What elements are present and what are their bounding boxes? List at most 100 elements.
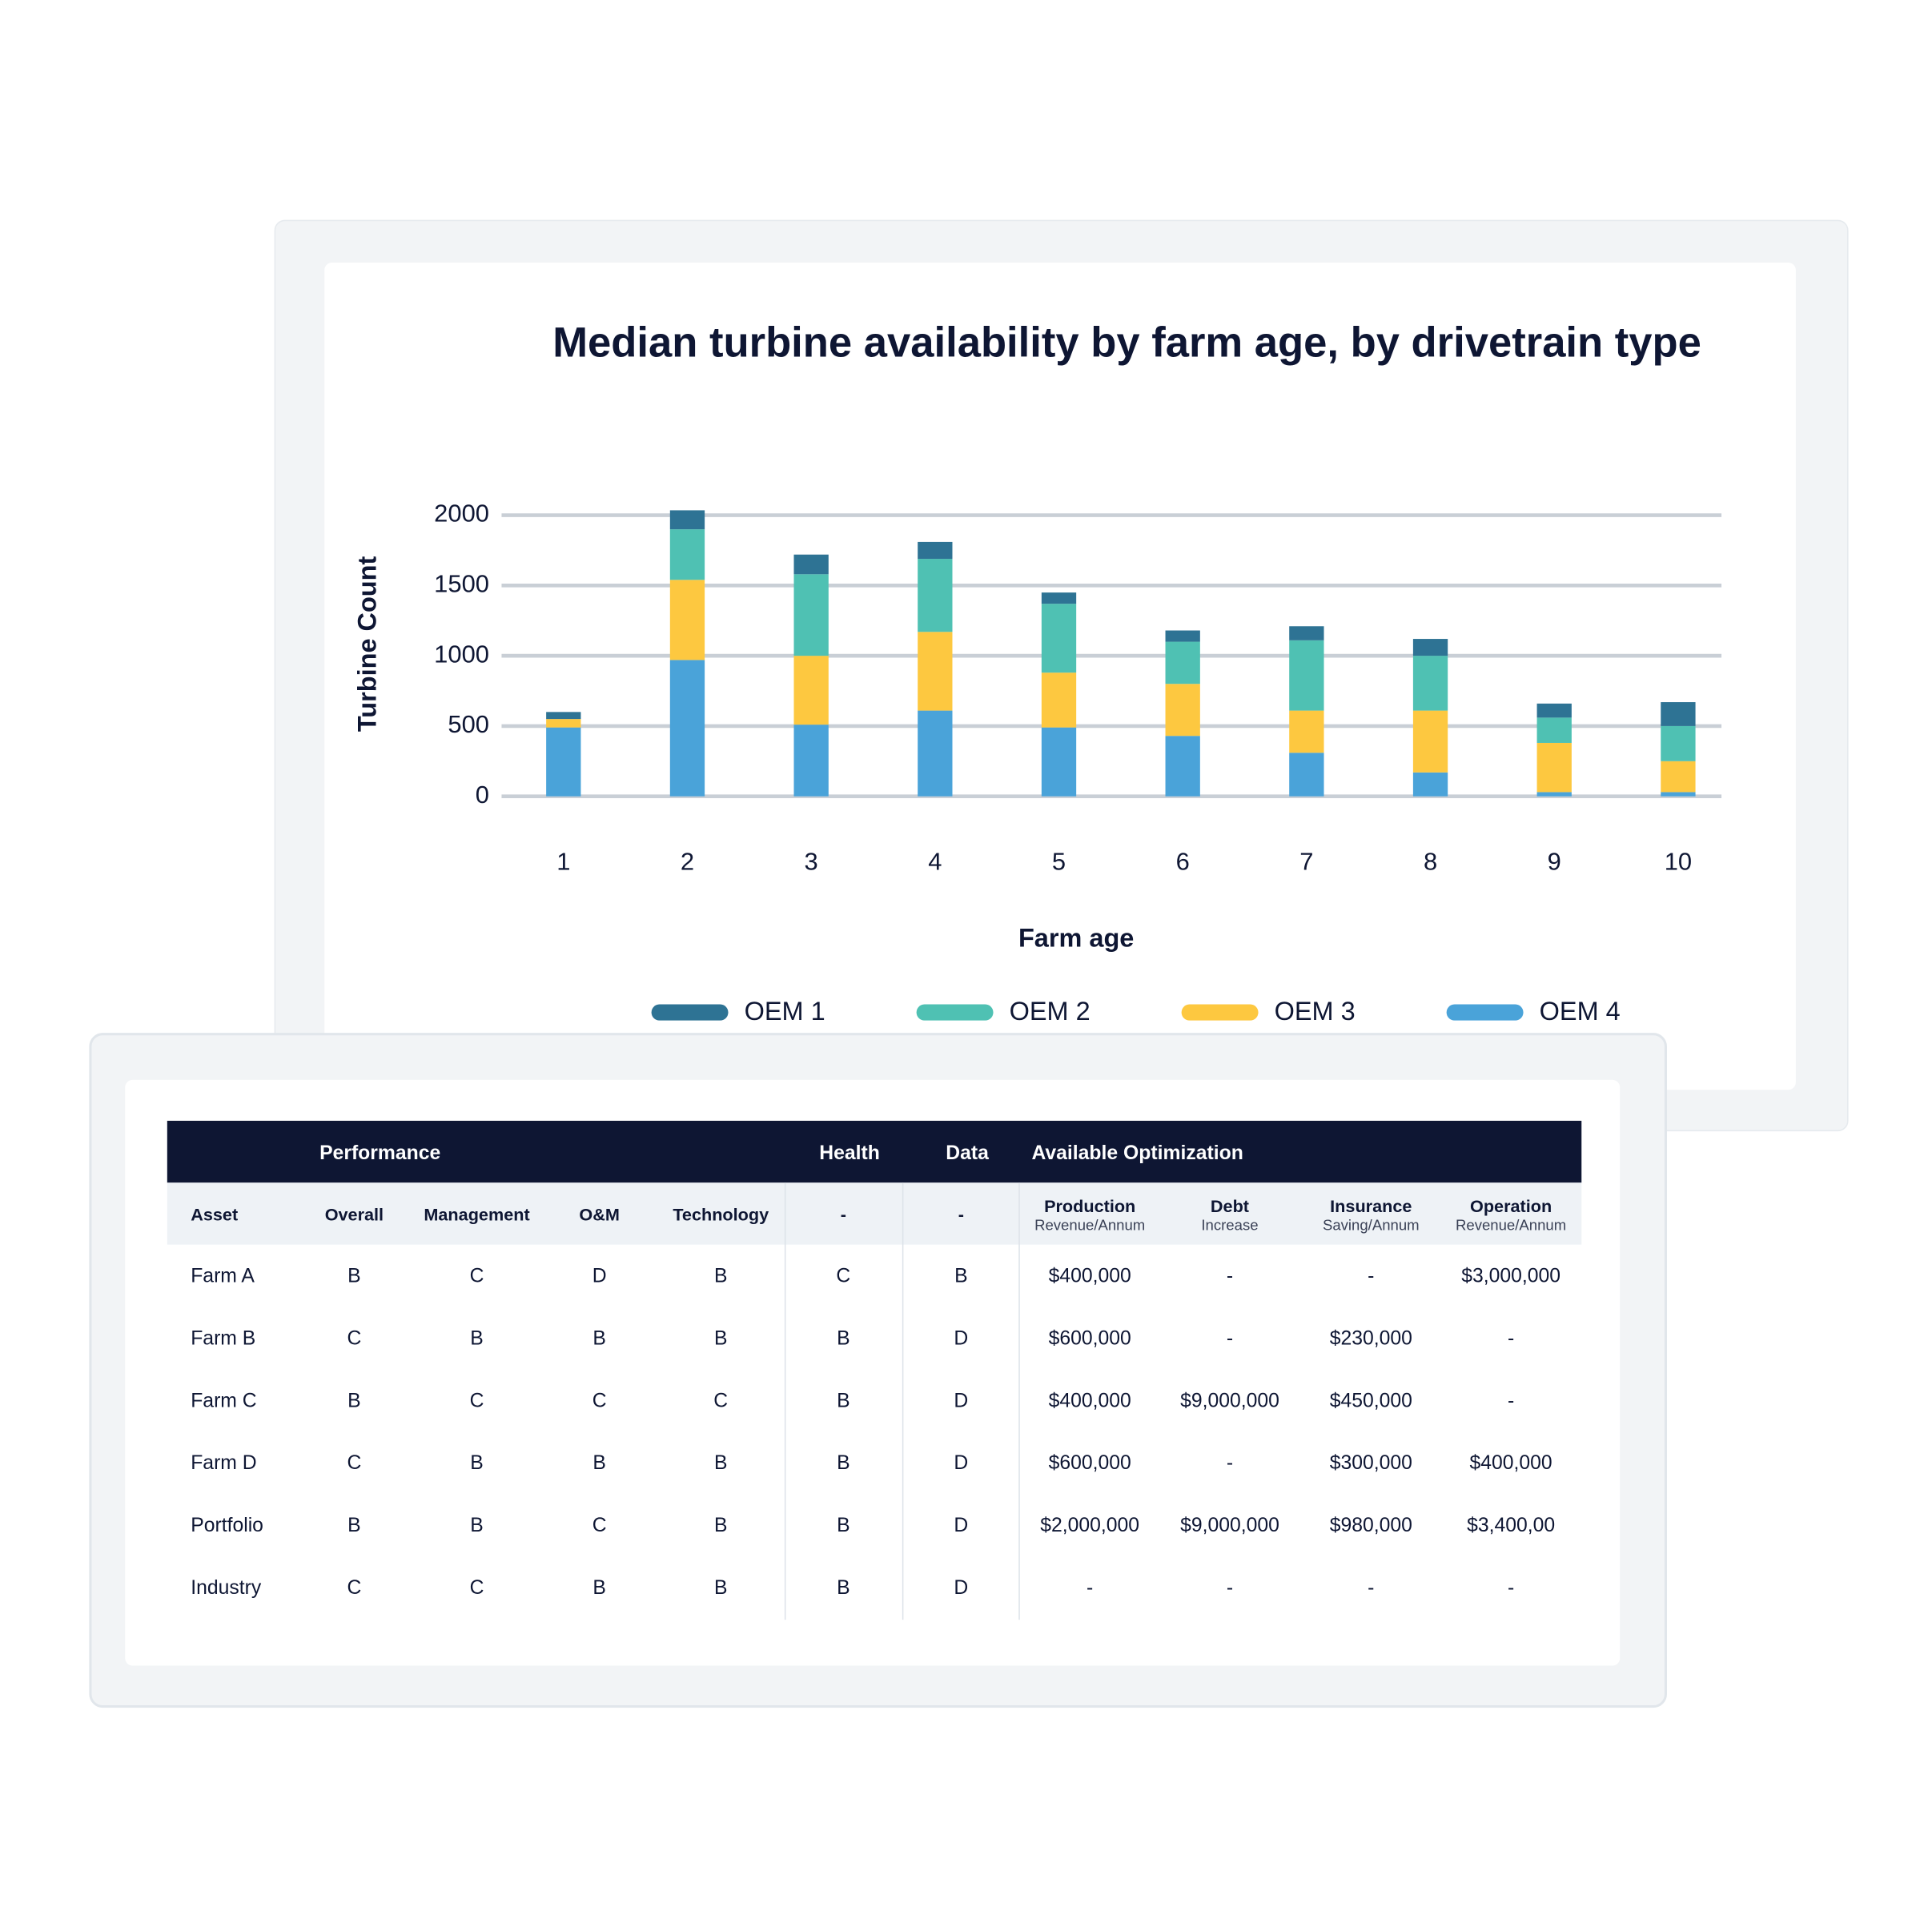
legend-swatch — [651, 1004, 729, 1021]
column-header: Operation — [1470, 1196, 1552, 1216]
x-axis-title: Farm age — [1018, 924, 1134, 953]
table-cell: B — [714, 1452, 728, 1474]
table-cell: $400,000 — [1470, 1452, 1552, 1474]
table-cell: B — [347, 1390, 360, 1411]
table-cell: C — [592, 1390, 607, 1411]
bar-segment — [1041, 672, 1077, 728]
table-cell: Farm A — [191, 1265, 255, 1287]
column-subheader: Saving/Annum — [1323, 1216, 1420, 1233]
table-cell: C — [713, 1390, 728, 1411]
column-subheader: Revenue/Annum — [1456, 1216, 1566, 1233]
x-tick-label: 4 — [928, 847, 942, 875]
table-cell: C — [470, 1265, 484, 1287]
bar-segment — [1412, 710, 1448, 773]
bar-segment — [1289, 640, 1324, 711]
group-header: Performance — [319, 1142, 440, 1164]
bar-segment — [1041, 727, 1077, 797]
column-header: Management — [424, 1205, 529, 1225]
bar-segment — [1661, 725, 1696, 761]
x-tick-label: 5 — [1052, 847, 1066, 875]
bar-segment — [1661, 792, 1696, 797]
table-cell: B — [714, 1265, 728, 1287]
legend-label: OEM 1 — [745, 997, 825, 1026]
group-header: Data — [946, 1142, 989, 1164]
bar-segment — [546, 712, 581, 720]
legend-label: OEM 4 — [1540, 997, 1621, 1026]
bar-segment — [793, 574, 829, 656]
table-cell: - — [1086, 1577, 1093, 1599]
column-header: Asset — [191, 1205, 238, 1225]
column-header: - — [958, 1205, 964, 1225]
table-cell: D — [954, 1390, 968, 1411]
table-cell: $2,000,000 — [1040, 1515, 1139, 1536]
table-cell: B — [470, 1327, 484, 1349]
column-header: Overall — [325, 1205, 384, 1225]
table-cell: B — [837, 1452, 850, 1474]
column-header: Debt — [1211, 1196, 1249, 1216]
table: Performance Health Data Available Optimizat… — [191, 1142, 1566, 1599]
x-tick-label: 1 — [556, 847, 570, 875]
table-cell: B — [470, 1515, 484, 1536]
table-cell: B — [347, 1515, 360, 1536]
bar-segment — [1412, 639, 1448, 656]
table-cell: D — [954, 1327, 968, 1349]
bar-segment — [1536, 703, 1572, 718]
column-header: Insurance — [1330, 1196, 1412, 1216]
bar-segment — [669, 510, 705, 530]
table-cell: - — [1508, 1577, 1514, 1599]
column-header: - — [841, 1205, 846, 1225]
x-tick-label: 9 — [1548, 847, 1561, 875]
bar-segment — [1165, 641, 1200, 684]
table-cell: - — [1368, 1265, 1374, 1287]
table-cell: $450,000 — [1330, 1390, 1412, 1411]
x-tick-label: 8 — [1424, 847, 1437, 875]
bar-segment — [1536, 742, 1572, 793]
table-cell: B — [714, 1577, 728, 1599]
bar-segment — [546, 727, 581, 797]
x-tick-label: 7 — [1299, 847, 1313, 875]
table-cell: Portfolio — [191, 1515, 263, 1536]
column-subheader: Revenue/Annum — [1034, 1216, 1145, 1233]
y-tick-label: 0 — [476, 781, 489, 809]
bar-segment — [918, 632, 953, 711]
y-tick-label: 1000 — [434, 640, 489, 668]
bar-segment — [793, 656, 829, 725]
table-cell: D — [954, 1577, 968, 1599]
chart-title: Median turbine availability by farm age,… — [552, 319, 1701, 367]
bar-segment — [793, 554, 829, 575]
bar-segment — [1165, 736, 1200, 797]
table-cell: Farm B — [191, 1327, 255, 1349]
table-cell: - — [1227, 1265, 1233, 1287]
table-cell: $230,000 — [1330, 1327, 1412, 1349]
table-cell: B — [837, 1515, 850, 1536]
bar-segment — [669, 580, 705, 660]
table-cell: Farm C — [191, 1390, 256, 1411]
legend-swatch — [916, 1004, 994, 1021]
table-cell: B — [592, 1452, 606, 1474]
legend-label: OEM 2 — [1010, 997, 1091, 1026]
table-column-header — [167, 1182, 1582, 1245]
table-cell: C — [836, 1265, 850, 1287]
table-cell: C — [470, 1390, 484, 1411]
table-cell: B — [837, 1327, 850, 1349]
table-cell: D — [954, 1515, 968, 1536]
table-cell: B — [470, 1452, 484, 1474]
table-cell: B — [592, 1577, 606, 1599]
table-cell: - — [1227, 1452, 1233, 1474]
group-header: Available Optimization — [1031, 1142, 1243, 1164]
table-group-header — [167, 1120, 1582, 1183]
table-cell: B — [954, 1265, 968, 1287]
table-cell: $400,000 — [1049, 1390, 1131, 1411]
group-header: Health — [819, 1142, 880, 1164]
table-cell: Farm D — [191, 1452, 256, 1474]
bar-segment — [918, 541, 953, 559]
table-cell: - — [1368, 1577, 1374, 1599]
table-cell: $600,000 — [1049, 1327, 1131, 1349]
table-cell: $980,000 — [1330, 1515, 1412, 1536]
y-tick-label: 500 — [448, 710, 489, 738]
bar-segment — [1412, 656, 1448, 711]
table-cell: B — [347, 1265, 360, 1287]
table-cell: B — [714, 1515, 728, 1536]
